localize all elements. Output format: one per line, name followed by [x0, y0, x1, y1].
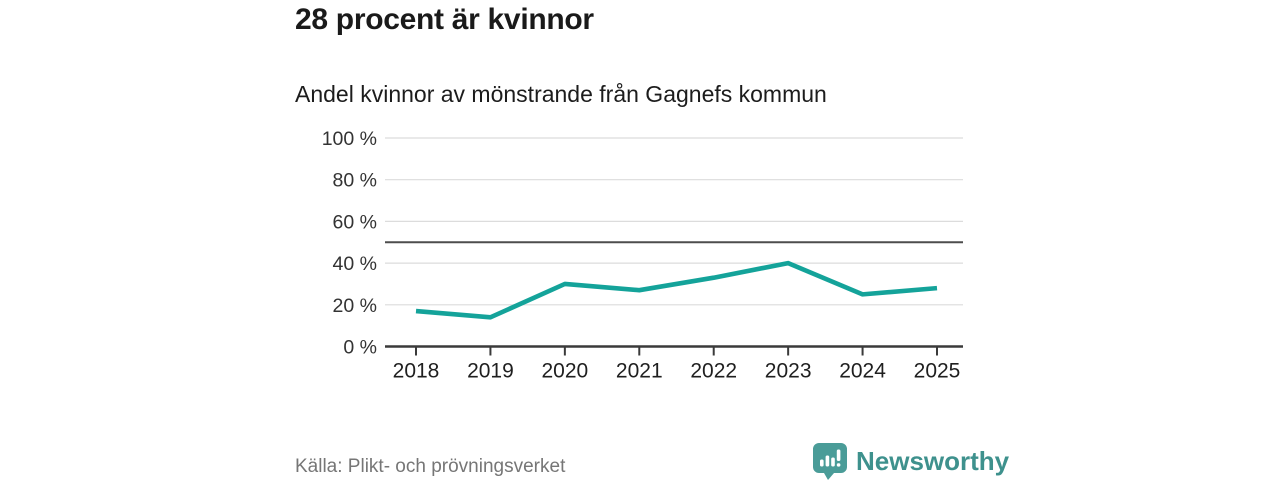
x-tick-label: 2024: [839, 360, 886, 383]
bar-chart-speech-bubble-icon: [813, 443, 847, 480]
y-tick-label: 40 %: [333, 253, 377, 275]
data-line: [415, 260, 938, 320]
source-label: Källa: Plikt- och prövningsverket: [295, 456, 566, 477]
y-tick-label: 0 %: [343, 337, 377, 359]
x-tick-label: 2020: [541, 360, 588, 383]
chart-title: 28 procent är kvinnor: [295, 3, 594, 36]
newsworthy-wordmark: Newsworthy: [856, 446, 1010, 476]
x-tick-label: 2021: [616, 360, 663, 383]
x-tick-label: 2018: [393, 360, 440, 383]
x-tick-label: 2019: [467, 360, 514, 383]
x-tick-label: 2022: [690, 360, 737, 383]
y-tick-label: 20 %: [333, 295, 377, 317]
x-tick-label: 2025: [914, 360, 961, 383]
y-tick-label: 100 %: [322, 128, 377, 150]
chart-subtitle: Andel kvinnor av mönstrande från Gagnefs…: [295, 81, 827, 107]
line-chart-svg: 0 % 20 % 40 % 60 % 80 % 100 % 2018 2019 2020 2021…: [322, 128, 963, 383]
x-tick-label: 2023: [765, 360, 812, 383]
line-chart: 0 % 20 % 40 % 60 % 80 % 100 % 2018 2019 2020 2021…: [285, 118, 985, 390]
y-tick-label: 80 %: [333, 170, 377, 192]
newsworthy-logo[interactable]: Newsworthy: [813, 443, 1009, 480]
y-tick-label: 60 %: [333, 211, 377, 233]
